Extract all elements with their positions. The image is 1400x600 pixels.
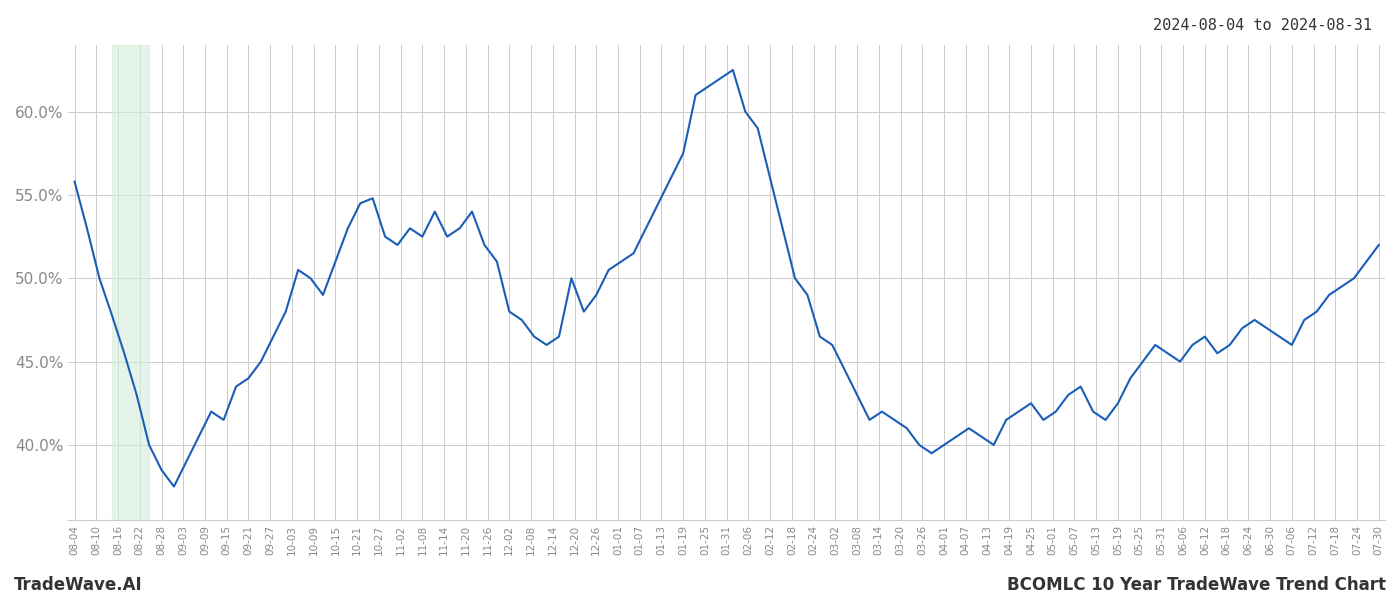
Text: TradeWave.AI: TradeWave.AI	[14, 576, 143, 594]
Bar	[112, 45, 148, 520]
Text: BCOMLC 10 Year TradeWave Trend Chart: BCOMLC 10 Year TradeWave Trend Chart	[1007, 576, 1386, 594]
Text: 2024-08-04 to 2024-08-31: 2024-08-04 to 2024-08-31	[1154, 18, 1372, 33]
